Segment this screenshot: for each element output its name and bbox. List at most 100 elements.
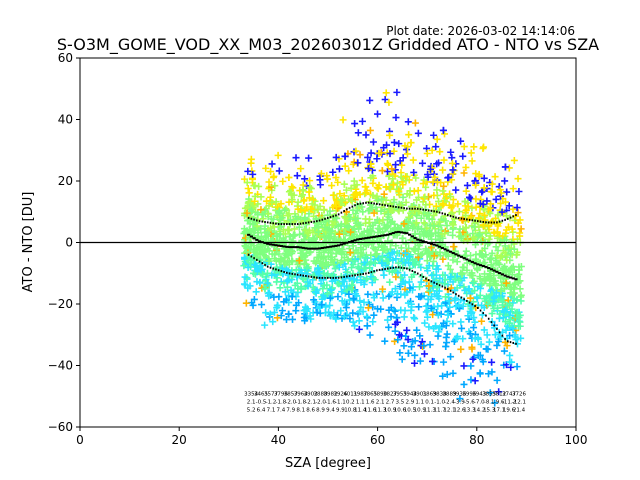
scatter-point bbox=[279, 177, 287, 185]
scatter-point bbox=[393, 88, 401, 96]
mean-marker bbox=[506, 275, 510, 278]
scatter-point bbox=[365, 219, 373, 227]
scatter-point bbox=[327, 286, 335, 294]
scatter-point bbox=[473, 238, 481, 246]
minus-std-marker bbox=[425, 277, 427, 280]
minus-std-marker bbox=[444, 286, 446, 289]
plus-std-marker bbox=[310, 221, 313, 224]
scatter-point bbox=[429, 178, 437, 186]
mean-marker bbox=[315, 247, 319, 250]
mean-marker bbox=[342, 242, 346, 245]
scatter-point bbox=[251, 253, 259, 261]
minus-std-marker bbox=[286, 271, 288, 274]
scatter-point bbox=[391, 285, 399, 293]
scatter-point bbox=[357, 303, 365, 311]
scatter-point bbox=[257, 267, 265, 275]
scatter-point bbox=[442, 333, 450, 341]
scatter-point bbox=[320, 234, 328, 242]
scatter-point bbox=[506, 332, 514, 340]
scatter-point bbox=[468, 204, 476, 212]
scatter-point bbox=[240, 262, 248, 270]
scatter-point bbox=[268, 237, 276, 245]
scatter-point bbox=[399, 234, 407, 242]
scatter-point bbox=[475, 223, 483, 231]
scatter-point bbox=[391, 307, 399, 315]
scatter-point bbox=[444, 311, 452, 319]
minus-std-marker bbox=[490, 321, 493, 324]
plus-std-marker bbox=[272, 222, 274, 225]
plus-std-marker bbox=[389, 205, 392, 208]
scatter-point bbox=[349, 318, 357, 326]
scatter-point bbox=[327, 312, 335, 320]
scatter-point bbox=[287, 216, 295, 224]
bin-annotation-label: -1.1 bbox=[335, 400, 346, 406]
minus-std-marker bbox=[414, 271, 416, 274]
scatter-point bbox=[345, 245, 353, 253]
minus-std-marker bbox=[261, 262, 264, 265]
scatter-point bbox=[319, 270, 327, 278]
scatter-point bbox=[430, 324, 438, 332]
mean-marker bbox=[421, 240, 425, 243]
scatter-point bbox=[265, 178, 273, 186]
scatter-point bbox=[265, 247, 273, 255]
scatter-point bbox=[444, 281, 452, 289]
plus-std-marker bbox=[367, 201, 370, 204]
plus-std-marker bbox=[326, 216, 329, 219]
mean-marker bbox=[468, 259, 472, 262]
minus-std-marker bbox=[479, 309, 482, 312]
scatter-point bbox=[430, 131, 438, 139]
scatter-point bbox=[505, 319, 513, 327]
scatter-point bbox=[441, 130, 449, 138]
scatter-point bbox=[443, 330, 451, 338]
scatter-point bbox=[310, 257, 318, 265]
bin-annotation-label: -2.1 bbox=[305, 400, 316, 406]
scatter-point bbox=[401, 279, 409, 287]
scatter-point bbox=[262, 309, 270, 317]
mean-marker bbox=[503, 274, 507, 277]
mean-marker bbox=[279, 245, 283, 248]
scatter-point bbox=[273, 245, 281, 253]
scatter-point bbox=[418, 273, 426, 281]
scatter-point bbox=[387, 304, 395, 312]
scatter-point bbox=[329, 191, 337, 199]
mean-marker bbox=[391, 232, 395, 235]
x-tick-label: 60 bbox=[370, 433, 385, 447]
scatter-point bbox=[492, 195, 500, 203]
scatter-point bbox=[488, 180, 496, 188]
scatter-point bbox=[460, 380, 468, 388]
minus-std-marker bbox=[258, 260, 261, 263]
scatter-point bbox=[485, 338, 493, 346]
scatter-point bbox=[428, 215, 436, 223]
scatter-point bbox=[494, 211, 502, 219]
scatter-point bbox=[394, 336, 402, 344]
scatter-point bbox=[453, 258, 461, 266]
scatter-point bbox=[351, 215, 359, 223]
scatter-point bbox=[326, 301, 334, 309]
plus-std-marker bbox=[305, 221, 307, 224]
scatter-point bbox=[510, 245, 518, 253]
scatter-point bbox=[461, 198, 469, 206]
minus-std-marker bbox=[515, 342, 517, 345]
scatter-point bbox=[378, 259, 386, 267]
scatter-point bbox=[463, 259, 471, 267]
scatter-point bbox=[423, 212, 431, 220]
scatter-point bbox=[424, 306, 432, 314]
scatter-point bbox=[261, 285, 269, 293]
scatter-point bbox=[463, 181, 471, 189]
bin-annotation-label: 14.2 bbox=[473, 408, 485, 414]
scatter-point bbox=[303, 264, 311, 272]
scatter-point bbox=[337, 220, 345, 228]
scatter-point bbox=[420, 342, 428, 350]
scatter-point bbox=[358, 203, 366, 211]
scatter-point bbox=[386, 278, 394, 286]
plus-std-marker bbox=[280, 223, 283, 226]
scatter-point bbox=[367, 273, 375, 281]
mean-marker bbox=[282, 245, 286, 248]
scatter-point bbox=[424, 230, 432, 238]
minus-std-marker bbox=[427, 279, 430, 282]
scatter-point bbox=[314, 264, 322, 272]
mean-marker bbox=[326, 246, 330, 249]
scatter-point bbox=[318, 301, 326, 309]
scatter-point bbox=[419, 180, 427, 188]
mean-marker bbox=[470, 260, 474, 263]
